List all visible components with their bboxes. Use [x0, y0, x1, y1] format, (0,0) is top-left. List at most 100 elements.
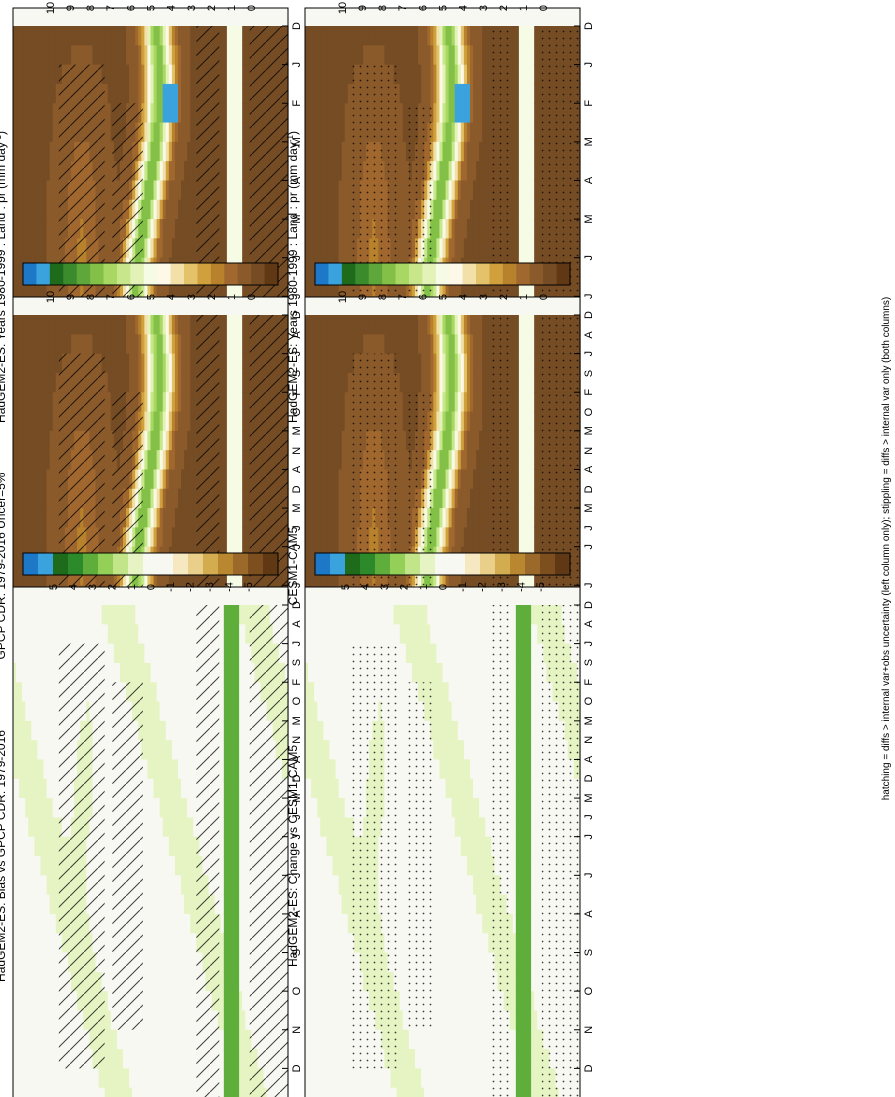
field-cell [31, 26, 35, 46]
field-cell [184, 199, 188, 220]
field-cell [338, 161, 343, 182]
field-cell [460, 103, 465, 124]
field-cell [320, 277, 324, 297]
field-cell [147, 45, 152, 66]
field-cell [317, 64, 321, 85]
field-cell [521, 219, 526, 239]
field-cell [245, 277, 249, 297]
field-cell [463, 141, 468, 162]
field-cell [119, 26, 124, 46]
field-cell [396, 103, 401, 124]
field-cell [178, 141, 182, 162]
field-cell [193, 103, 197, 124]
field-cell [55, 161, 60, 182]
field-cell [338, 83, 343, 104]
field-cell [470, 219, 474, 239]
field-cell [341, 103, 346, 124]
field-cell [226, 277, 231, 297]
field-cell [144, 26, 149, 46]
field-cell [193, 122, 197, 143]
month-tick-label: F [583, 100, 595, 107]
field-cell [28, 353, 32, 374]
field-cell [415, 26, 419, 46]
field-cell [424, 45, 428, 66]
field-cell [184, 64, 188, 85]
field-cell [16, 64, 20, 85]
field-cell [25, 199, 29, 220]
field-cell [512, 238, 517, 259]
field-cell [239, 64, 243, 85]
field-cell [393, 45, 398, 66]
field-cell [457, 161, 462, 182]
field-cell [311, 122, 315, 143]
field-cell [22, 83, 26, 104]
month-tick-label: M [291, 214, 303, 223]
field-cell [326, 277, 331, 297]
field-cell [165, 161, 170, 182]
field-cell [329, 122, 334, 143]
field-cell [226, 103, 231, 124]
field-cell [132, 64, 136, 85]
field-cell [427, 64, 431, 85]
field-cell [49, 103, 54, 124]
field-cell [534, 103, 538, 124]
field-cell [341, 26, 346, 46]
field-cell [187, 141, 191, 162]
field-cell [19, 315, 23, 335]
field-cell [525, 238, 529, 259]
month-tick-label: N [583, 447, 595, 455]
field-cell [150, 103, 155, 124]
field-cell [338, 180, 343, 201]
field-cell [37, 277, 42, 297]
field-cell [147, 103, 152, 124]
field-cell [335, 45, 340, 66]
field-cell [144, 161, 149, 182]
field-cell [129, 64, 133, 85]
month-tick-label: F [291, 100, 303, 107]
field-cell [344, 141, 349, 162]
field-cell [25, 508, 29, 528]
field-cell [448, 83, 453, 104]
field-cell [451, 83, 456, 104]
field-cell [220, 219, 225, 239]
field-cell [178, 199, 182, 220]
field-cell [518, 180, 523, 201]
field-cell [323, 161, 327, 182]
field-cell [335, 161, 340, 182]
field-cell [308, 103, 312, 124]
field-cell [25, 566, 29, 586]
field-cell [531, 64, 535, 85]
field-cell [341, 180, 346, 201]
field-cell [34, 199, 39, 220]
field-cell [399, 180, 404, 201]
field-cell [223, 199, 228, 220]
field-cell [305, 219, 309, 239]
field-cell [150, 219, 155, 239]
field-cell [405, 64, 410, 85]
field-cell [418, 83, 422, 104]
field-cell [448, 161, 453, 182]
field-cell [305, 141, 309, 162]
field-cell [16, 161, 20, 182]
field-cell [338, 141, 343, 162]
field-cell [473, 64, 477, 85]
field-cell [28, 527, 32, 548]
field-cell [171, 64, 176, 85]
field-cell [485, 45, 489, 66]
field-cell [138, 26, 142, 46]
field-cell [399, 141, 404, 162]
field-cell [512, 103, 517, 124]
field-cell [104, 141, 109, 162]
field-cell [308, 238, 312, 259]
field-cell [525, 103, 529, 124]
field-cell [181, 219, 185, 239]
field-cell [439, 238, 444, 259]
field-cell [347, 161, 352, 182]
field-cell [187, 180, 191, 201]
field-cell [515, 26, 520, 46]
field-cell [135, 83, 139, 104]
field-cell [521, 238, 526, 259]
field-cell [101, 45, 106, 66]
field-cell [470, 122, 474, 143]
field-cell [305, 64, 309, 85]
